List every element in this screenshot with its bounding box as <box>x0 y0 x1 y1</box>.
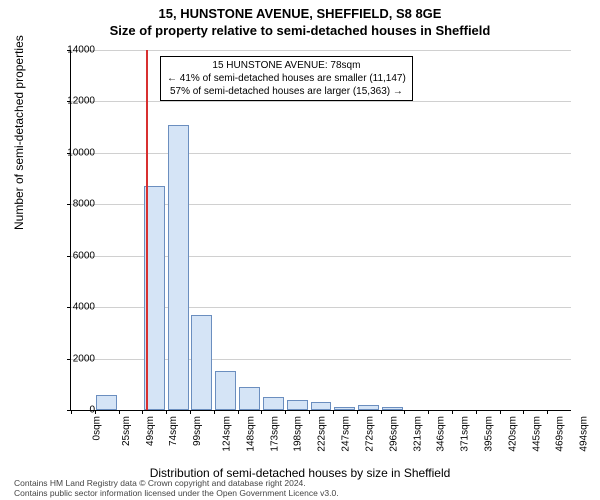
xtick-mark <box>428 410 429 414</box>
xtick-label: 321sqm <box>412 416 423 452</box>
xtick-label: 247sqm <box>341 416 352 452</box>
footer-line-2: Contains public sector information licen… <box>14 488 339 498</box>
xtick-mark <box>523 410 524 414</box>
xtick-mark <box>381 410 382 414</box>
ytick-label: 10000 <box>55 147 95 158</box>
xtick-mark <box>309 410 310 414</box>
title-line-1: 15, HUNSTONE AVENUE, SHEFFIELD, S8 8GE <box>0 6 600 23</box>
xtick-mark <box>214 410 215 414</box>
title-line-2: Size of property relative to semi-detach… <box>0 23 600 40</box>
histogram-plot <box>70 50 571 411</box>
ytick-label: 12000 <box>55 96 95 107</box>
xtick-mark <box>333 410 334 414</box>
histogram-bar <box>215 371 236 410</box>
xtick-label: 494sqm <box>579 416 590 452</box>
histogram-bar <box>191 315 212 410</box>
xtick-label: 198sqm <box>293 416 304 452</box>
xtick-mark <box>357 410 358 414</box>
xtick-mark <box>119 410 120 414</box>
histogram-bar <box>311 402 332 410</box>
xtick-mark <box>261 410 262 414</box>
xtick-mark <box>166 410 167 414</box>
xtick-label: 272sqm <box>364 416 375 452</box>
xtick-mark <box>190 410 191 414</box>
footer-attribution: Contains HM Land Registry data © Crown c… <box>14 478 339 498</box>
xtick-label: 124sqm <box>222 416 233 452</box>
histogram-bar <box>382 407 403 410</box>
annotation-line-2: ← 41% of semi-detached houses are smalle… <box>167 72 406 85</box>
xtick-label: 445sqm <box>531 416 542 452</box>
ytick-label: 0 <box>55 405 95 416</box>
ytick-label: 2000 <box>55 353 95 364</box>
chart-header: 15, HUNSTONE AVENUE, SHEFFIELD, S8 8GE S… <box>0 0 600 40</box>
xtick-label: 148sqm <box>245 416 256 452</box>
xtick-label: 173sqm <box>269 416 280 452</box>
reference-line <box>146 50 148 410</box>
xtick-label: 420sqm <box>507 416 518 452</box>
annotation-line-3: 57% of semi-detached houses are larger (… <box>167 85 406 98</box>
ytick-label: 6000 <box>55 250 95 261</box>
xtick-label: 346sqm <box>436 416 447 452</box>
xtick-mark <box>404 410 405 414</box>
footer-line-1: Contains HM Land Registry data © Crown c… <box>14 478 339 488</box>
xtick-label: 469sqm <box>555 416 566 452</box>
xtick-label: 99sqm <box>192 416 203 446</box>
xtick-label: 0sqm <box>91 416 102 440</box>
xtick-mark <box>476 410 477 414</box>
xtick-mark <box>142 410 143 414</box>
xtick-mark <box>452 410 453 414</box>
histogram-bar <box>334 407 355 410</box>
histogram-bar <box>239 387 260 410</box>
xtick-label: 395sqm <box>484 416 495 452</box>
xtick-label: 25sqm <box>121 416 132 446</box>
xtick-label: 222sqm <box>317 416 328 452</box>
xtick-label: 296sqm <box>388 416 399 452</box>
y-axis-label: Number of semi-detached properties <box>12 35 26 230</box>
xtick-label: 371sqm <box>460 416 471 452</box>
xtick-mark <box>238 410 239 414</box>
ytick-label: 14000 <box>55 45 95 56</box>
xtick-mark <box>547 410 548 414</box>
histogram-bar <box>358 405 379 410</box>
xtick-label: 74sqm <box>168 416 179 446</box>
annotation-box: 15 HUNSTONE AVENUE: 78sqm← 41% of semi-d… <box>160 56 413 101</box>
xtick-mark <box>500 410 501 414</box>
histogram-bar <box>287 400 308 410</box>
ytick-label: 4000 <box>55 302 95 313</box>
histogram-bar <box>168 125 189 410</box>
xtick-mark <box>285 410 286 414</box>
annotation-line-1: 15 HUNSTONE AVENUE: 78sqm <box>167 59 406 72</box>
xtick-label: 49sqm <box>145 416 156 446</box>
histogram-bar <box>263 397 284 410</box>
ytick-label: 8000 <box>55 199 95 210</box>
histogram-bar <box>96 395 117 410</box>
